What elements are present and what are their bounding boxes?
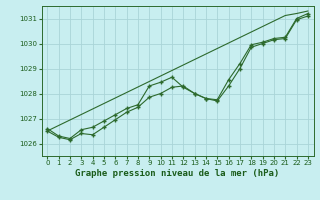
X-axis label: Graphe pression niveau de la mer (hPa): Graphe pression niveau de la mer (hPa): [76, 169, 280, 178]
